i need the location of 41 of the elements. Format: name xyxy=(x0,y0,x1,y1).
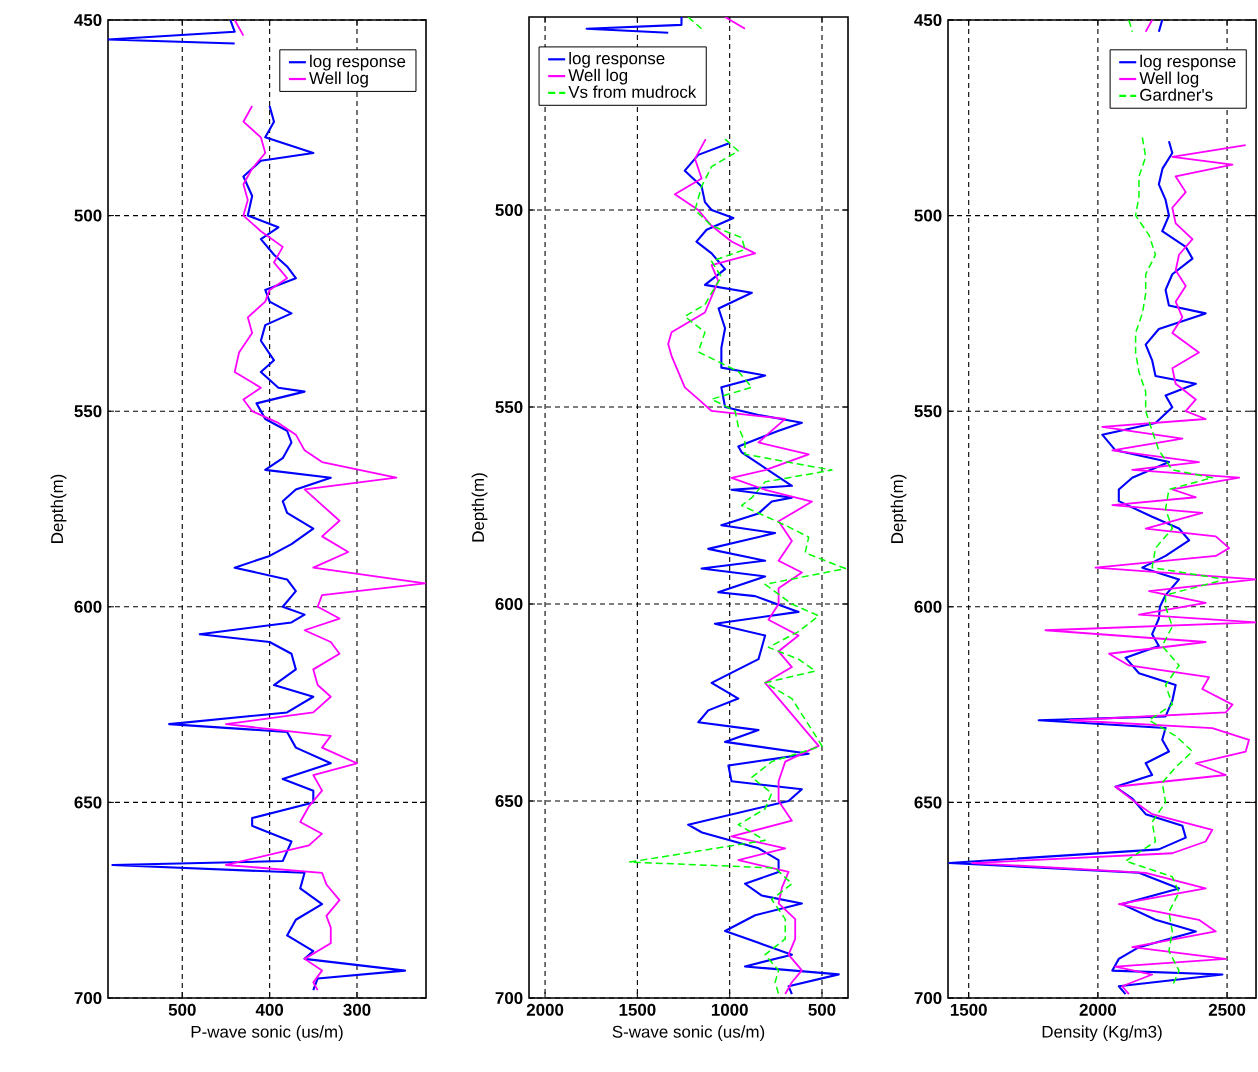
legend-label: Well log xyxy=(309,71,368,88)
y-axis-title: Depth(m) xyxy=(890,474,907,543)
legend-label: log response xyxy=(1140,54,1236,71)
x-axis-title: Density (Kg/m3) xyxy=(1042,1025,1162,1042)
x-tick-label: 500 xyxy=(168,1003,196,1016)
x-tick-label: 2000 xyxy=(526,1003,564,1016)
y-tick-label: 650 xyxy=(74,796,102,809)
y-tick-label: 500 xyxy=(914,209,942,222)
x-tick-label: 400 xyxy=(255,1003,284,1016)
legend-label: Vs from mudrock xyxy=(568,85,697,98)
y-tick-label: 600 xyxy=(74,600,102,613)
x-axis-title: S-wave sonic (us/m) xyxy=(612,1025,765,1042)
x-axis-title: P-wave sonic (us/m) xyxy=(191,1025,343,1042)
y-tick-label: 450 xyxy=(74,13,102,26)
legend-label: Well log xyxy=(568,68,628,85)
y-tick-label: 500 xyxy=(74,209,102,222)
y-axis-title: Depth(m) xyxy=(471,473,488,542)
legend-label: log response xyxy=(569,51,665,68)
y-tick-label: 650 xyxy=(914,796,942,809)
y-tick-label: 700 xyxy=(914,992,942,1004)
y-tick-label: 550 xyxy=(495,401,523,414)
y-tick-label: 650 xyxy=(495,795,523,808)
x-tick-label: 1500 xyxy=(619,1003,656,1016)
x-tick-label: 500 xyxy=(808,1003,836,1016)
y-tick-label: 600 xyxy=(914,600,942,613)
x-tick-label: 2500 xyxy=(1208,1003,1246,1016)
y-axis-title: Depth(m) xyxy=(50,474,67,543)
y-tick-label: 700 xyxy=(74,992,102,1004)
y-tick-label: 700 xyxy=(495,992,523,1004)
legend-label: log response xyxy=(310,54,406,71)
y-tick-label: 550 xyxy=(74,405,102,418)
x-tick-label: 300 xyxy=(343,1003,371,1016)
y-tick-label: 450 xyxy=(914,13,942,26)
x-tick-label: 2000 xyxy=(1079,1003,1117,1016)
legend-label: Well log xyxy=(1139,71,1199,88)
x-tick-label: 1500 xyxy=(950,1003,987,1016)
y-tick-label: 550 xyxy=(914,405,942,418)
y-tick-label: 600 xyxy=(495,598,523,611)
legend-label: Gardner's xyxy=(1140,88,1213,101)
x-tick-label: 1000 xyxy=(711,1003,748,1016)
y-tick-label: 500 xyxy=(495,204,523,217)
